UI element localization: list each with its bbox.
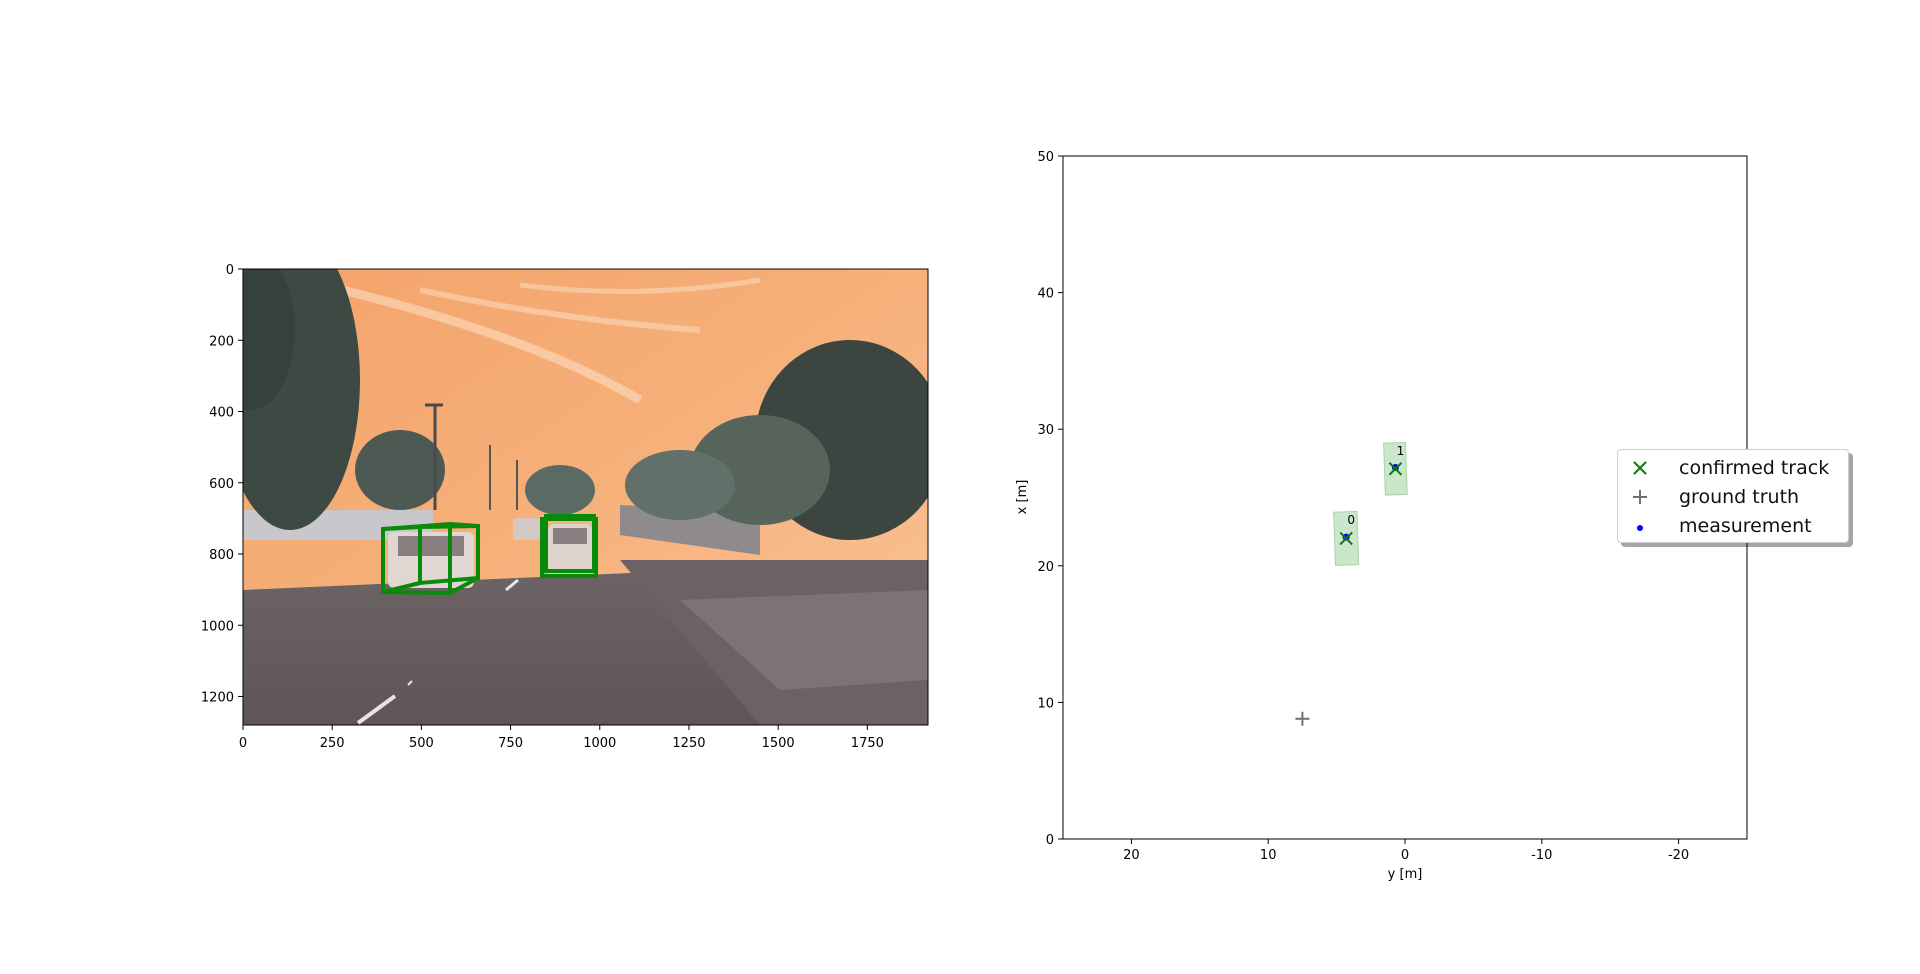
- x-tick-label: 750: [498, 736, 523, 751]
- x-tick-label: 0: [1401, 848, 1409, 863]
- x-tick-label: -20: [1668, 848, 1689, 863]
- dot-marker-icon: [1637, 525, 1643, 531]
- legend-label: measurement: [1679, 515, 1812, 537]
- track-id-label: 1: [1397, 444, 1405, 458]
- x-tick-label: 1500: [762, 736, 795, 751]
- y-tick-label: 50: [1037, 150, 1054, 165]
- image-y-axis: 0 200 400 600 800 1000 1200: [201, 263, 243, 706]
- x-tick-label: -10: [1531, 848, 1552, 863]
- track-id-label: 0: [1347, 513, 1355, 527]
- y-tick-label: 200: [209, 334, 234, 349]
- legend-label: ground truth: [1679, 486, 1800, 508]
- y-tick-label: 0: [1046, 833, 1054, 848]
- ground-truth-marker: [1295, 711, 1310, 726]
- detection-box-1: [540, 514, 598, 578]
- legend: confirmed track ground truth measurement: [1617, 449, 1849, 543]
- detection-box-0: [381, 521, 480, 596]
- legend-item-measurement: measurement: [1618, 512, 1848, 540]
- x-marker-icon: [1633, 461, 1647, 475]
- legend-label: confirmed track: [1679, 457, 1830, 479]
- plot-x-axis: 20 10 0 -10 -20: [1123, 839, 1689, 863]
- y-tick-label: 1200: [201, 691, 234, 706]
- x-tick-label: 1000: [583, 736, 616, 751]
- camera-image-panel: 0 250 500 750 1000 1250 1500 1750 0 200 400 600 800…: [201, 263, 929, 751]
- track-marks: 01: [1295, 441, 1408, 726]
- x-tick-label: 500: [409, 736, 434, 751]
- legend-item-confirmed-track: confirmed track: [1618, 454, 1848, 482]
- confirmed-track-marker: [1388, 462, 1403, 476]
- y-tick-label: 800: [209, 548, 234, 563]
- plus-marker-icon: [1633, 490, 1647, 504]
- confirmed-track-marker: [1339, 531, 1353, 546]
- y-tick-label: 10: [1037, 696, 1054, 711]
- camera-image: [243, 269, 928, 725]
- x-axis-label: y [m]: [1388, 867, 1423, 882]
- x-tick-label: 10: [1260, 848, 1277, 863]
- image-x-axis: 0 250 500 750 1000 1250 1500 1750: [239, 725, 884, 751]
- y-tick-label: 1000: [201, 619, 234, 634]
- y-axis-label: x [m]: [1015, 480, 1030, 515]
- x-tick-label: 250: [320, 736, 345, 751]
- x-tick-label: 1750: [851, 736, 884, 751]
- x-tick-label: 0: [239, 736, 247, 751]
- x-tick-label: 20: [1123, 848, 1140, 863]
- legend-item-ground-truth: ground truth: [1618, 483, 1848, 511]
- marker-stroke: [1339, 531, 1353, 546]
- x-tick-label: 1250: [672, 736, 705, 751]
- y-tick-label: 20: [1037, 560, 1054, 575]
- y-tick-label: 600: [209, 477, 234, 492]
- y-tick-label: 400: [209, 406, 234, 421]
- marker-stroke: [1388, 462, 1403, 476]
- plot-y-axis: 0 10 20 30 40 50: [1037, 150, 1063, 848]
- y-tick-label: 40: [1037, 287, 1054, 302]
- y-tick-label: 0: [226, 263, 234, 278]
- y-tick-label: 30: [1037, 423, 1054, 438]
